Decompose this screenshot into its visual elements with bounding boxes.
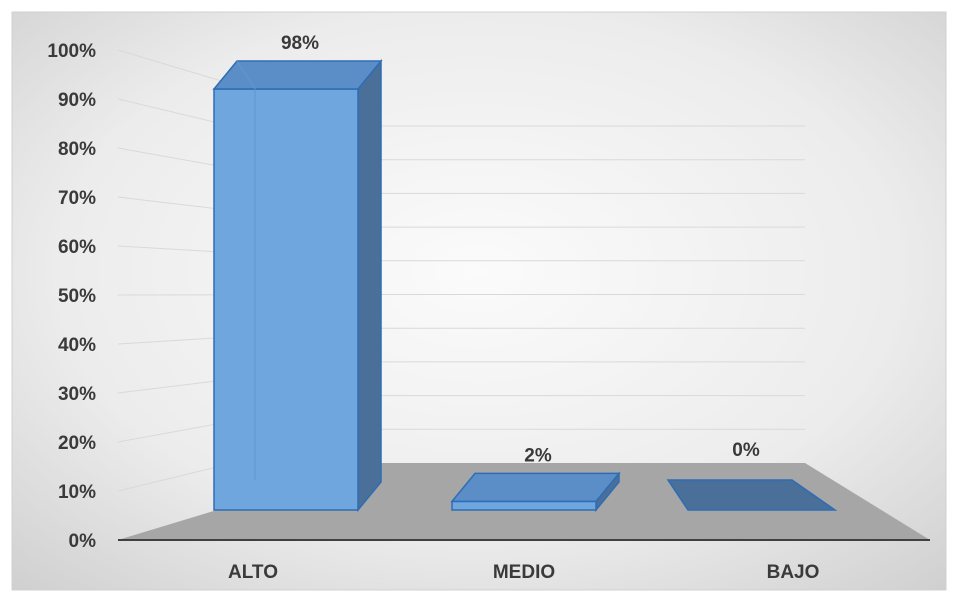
category-label: ALTO (228, 562, 278, 583)
data-label: 98% (281, 33, 319, 54)
bar-front-face (451, 500, 597, 511)
y-tick-label: 10% (58, 482, 96, 503)
y-tick-label: 100% (47, 41, 96, 62)
y-tick-label: 40% (58, 335, 96, 356)
bars (212, 58, 838, 513)
y-axis-tick-labels: 0% 10% 20% 30% 40% 50% 60% 70% 80% 90% 100% (47, 41, 96, 552)
y-tick-label: 50% (58, 286, 96, 307)
bar-top-face (450, 472, 621, 503)
y-tick-label: 80% (58, 139, 96, 160)
y-tick-label: 60% (58, 237, 96, 258)
category-labels: ALTO MEDIO BAJO (228, 562, 819, 583)
data-label: 0% (732, 440, 760, 461)
bar-side-face (357, 58, 382, 513)
data-labels: 98% 2% 0% (281, 33, 760, 466)
category-label: BAJO (767, 562, 820, 583)
bar-alto (212, 58, 383, 513)
y-tick-label: 90% (58, 90, 96, 111)
y-tick-label: 0% (69, 531, 97, 552)
bar-flat-face (666, 479, 838, 511)
category-label: MEDIO (493, 562, 555, 583)
data-label: 2% (524, 445, 552, 466)
bar-medio (450, 471, 621, 513)
bar-top-face (212, 60, 383, 90)
y-tick-label: 30% (58, 384, 96, 405)
y-tick-label: 20% (58, 433, 96, 454)
bar-bajo (666, 479, 838, 511)
bar-front-face (213, 88, 359, 511)
y-tick-label: 70% (58, 188, 96, 209)
bar-inner-edge (236, 60, 256, 480)
